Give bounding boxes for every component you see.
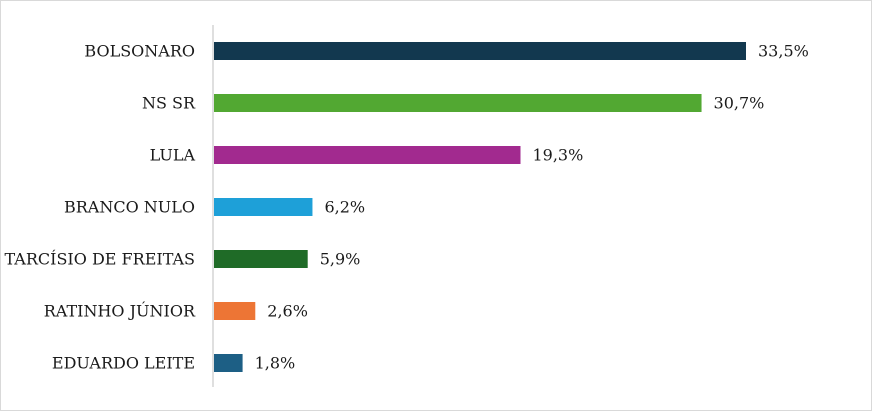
- category-label: BOLSONARO: [84, 42, 195, 61]
- bar: [214, 302, 256, 320]
- bar: [214, 94, 702, 112]
- category-label: LULA: [150, 146, 196, 165]
- bar: [214, 42, 746, 60]
- data-label: 33,5%: [758, 42, 809, 61]
- data-label: 2,6%: [267, 302, 308, 321]
- data-label: 5,9%: [320, 250, 361, 269]
- bar: [214, 250, 308, 268]
- category-label: BRANCO NULO: [64, 198, 195, 217]
- category-label: TARCÍSIO DE FREITAS: [5, 249, 196, 269]
- category-label: NS SR: [142, 94, 196, 113]
- data-label: 1,8%: [255, 354, 296, 373]
- bar: [214, 354, 243, 372]
- bar: [214, 198, 313, 216]
- bar: [214, 146, 521, 164]
- category-label: RATINHO JÚNIOR: [44, 301, 196, 321]
- category-label: EDUARDO LEITE: [52, 354, 195, 373]
- data-label: 19,3%: [532, 146, 583, 165]
- data-label: 30,7%: [714, 94, 765, 113]
- data-label: 6,2%: [324, 198, 365, 217]
